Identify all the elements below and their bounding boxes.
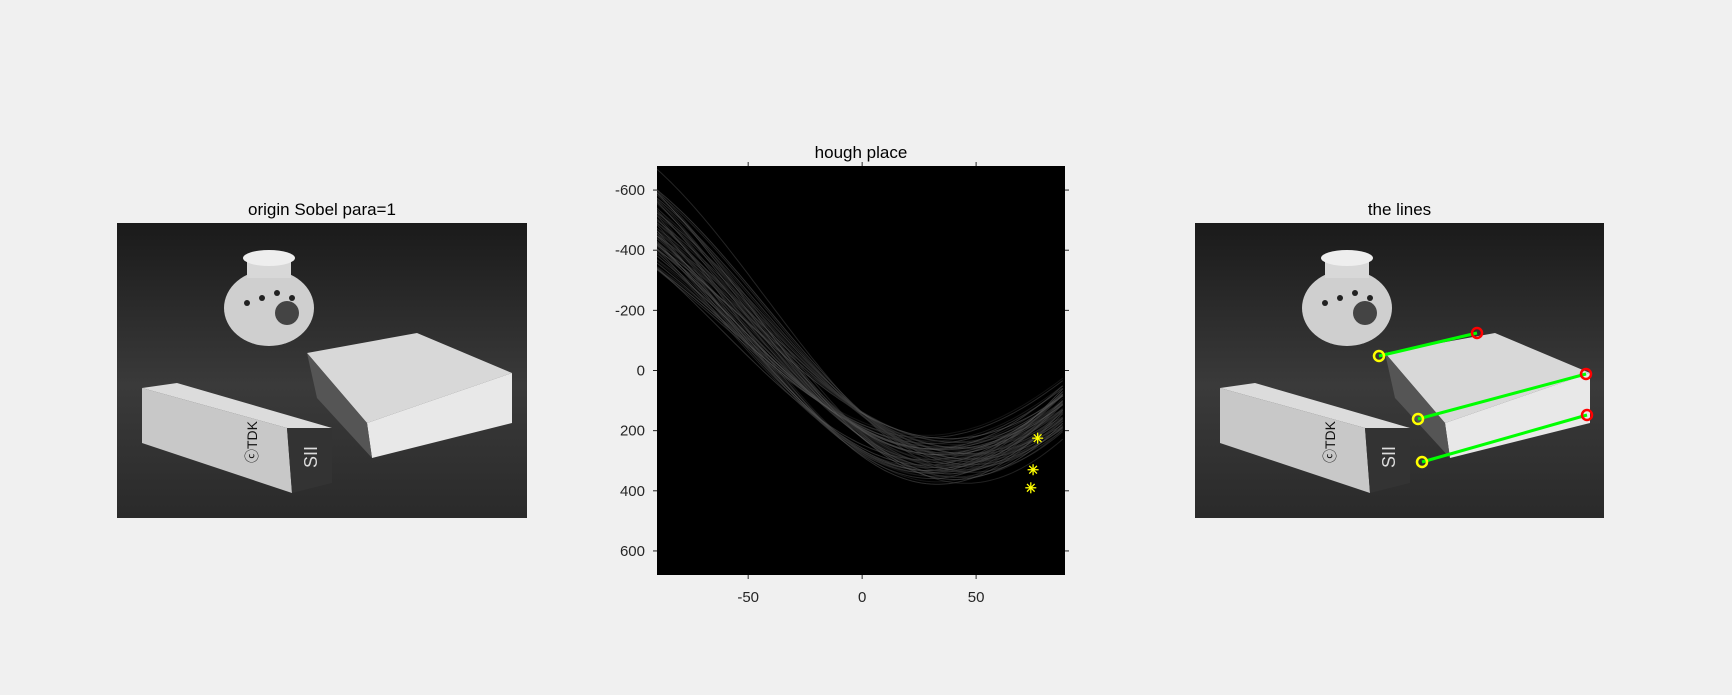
detected-line-2 bbox=[1411, 367, 1593, 426]
hough-curves bbox=[657, 168, 1064, 485]
y-tick-label: -600 bbox=[615, 182, 645, 199]
line-2-start-point bbox=[1411, 412, 1425, 426]
y-tick-label: 0 bbox=[637, 363, 645, 380]
peak-marker bbox=[1032, 432, 1044, 444]
y-tick-label: 600 bbox=[620, 543, 645, 560]
line-1-start-point bbox=[1372, 349, 1386, 363]
box-model-text: SII bbox=[301, 446, 321, 468]
x-tick-label: 50 bbox=[968, 589, 985, 606]
left-panel-title: origin Sobel para=1 bbox=[248, 200, 396, 219]
line-3-end-point bbox=[1580, 408, 1594, 422]
y-tick-label: 200 bbox=[620, 423, 645, 440]
y-tick-label: -200 bbox=[615, 302, 645, 319]
box-brand-text-2: ⓒTDK bbox=[1322, 420, 1338, 463]
y-tick-label: 400 bbox=[620, 483, 645, 500]
box-model-text-2: SII bbox=[1379, 446, 1399, 468]
line-1-end-point bbox=[1470, 326, 1484, 340]
y-tick-label: -400 bbox=[615, 242, 645, 259]
box-brand-text: ⓒTDK bbox=[244, 420, 260, 463]
original-image: ⓒTDK SII bbox=[117, 223, 527, 518]
peak-marker bbox=[1025, 482, 1037, 494]
right-panel-title: the lines bbox=[1367, 200, 1432, 219]
peak-marker bbox=[1027, 464, 1039, 476]
lines-image: ⓒTDK SII bbox=[1195, 223, 1604, 518]
line-2-end-point bbox=[1579, 367, 1593, 381]
x-tick-label: 0 bbox=[858, 589, 866, 606]
detected-line-1 bbox=[1372, 326, 1484, 363]
hough-panel-title: hough place bbox=[814, 143, 908, 162]
hough-accumulator bbox=[657, 166, 1065, 575]
x-tick-label: -50 bbox=[737, 589, 759, 606]
detected-line-3 bbox=[1415, 408, 1594, 469]
line-3-start-point bbox=[1415, 455, 1429, 469]
